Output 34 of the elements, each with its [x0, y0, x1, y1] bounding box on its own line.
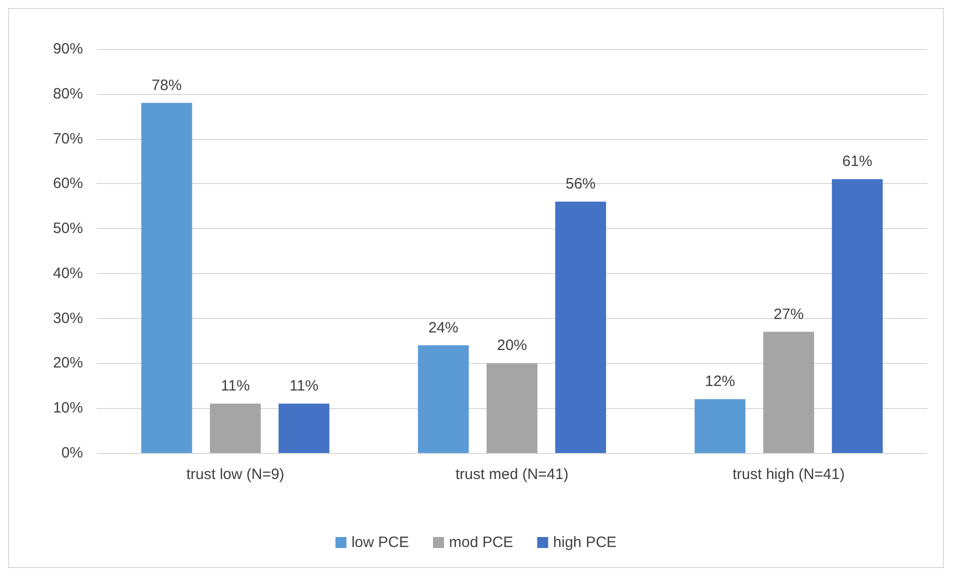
- legend-label: low PCE: [351, 534, 409, 551]
- bar: [210, 404, 261, 453]
- x-tick-label: trust high (N=41): [732, 466, 845, 483]
- data-label: 12%: [705, 373, 736, 390]
- bar: [486, 363, 538, 453]
- bar: [832, 179, 883, 453]
- data-label: 11%: [220, 378, 250, 395]
- y-tick-label: 90%: [52, 40, 83, 58]
- bar: [555, 202, 606, 453]
- data-label: 78%: [152, 76, 182, 94]
- y-tick-label: 50%: [52, 220, 83, 238]
- data-label: 24%: [428, 319, 458, 336]
- y-tick-label: 60%: [52, 175, 83, 192]
- data-label: 61%: [842, 153, 872, 170]
- data-label: 11%: [290, 378, 318, 395]
- bar: [278, 404, 330, 453]
- y-tick-label: 80%: [52, 85, 83, 102]
- x-tick-label: trust low (N=9): [186, 466, 284, 483]
- data-label: 20%: [496, 337, 528, 354]
- data-label: 56%: [566, 176, 596, 193]
- bar: [141, 102, 192, 453]
- bar: [763, 332, 814, 453]
- y-tick-label: 70%: [52, 130, 83, 148]
- legend-label: high PCE: [553, 534, 617, 551]
- y-tick-label: 40%: [52, 264, 83, 282]
- y-tick-label: 10%: [52, 400, 83, 417]
- bar: [418, 345, 469, 453]
- y-tick-label: 30%: [52, 310, 83, 327]
- y-tick-label: 20%: [52, 354, 83, 372]
- bar: [694, 399, 746, 453]
- data-label: 27%: [774, 306, 804, 323]
- legend-label: mod PCE: [448, 534, 514, 551]
- x-tick-label: trust med (N=41): [456, 466, 568, 483]
- y-tick-label: 0%: [61, 444, 83, 462]
